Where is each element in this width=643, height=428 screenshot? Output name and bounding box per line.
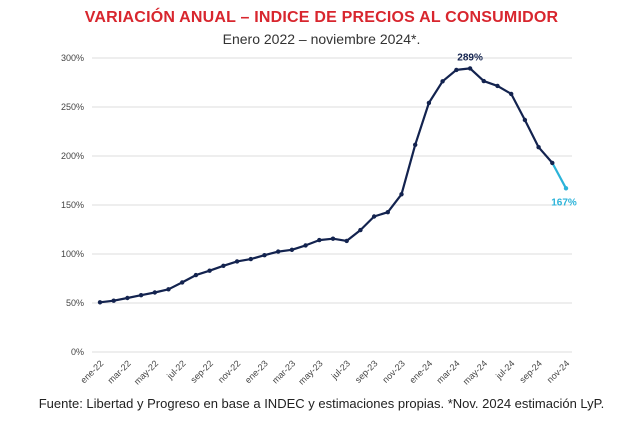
data-point [152,290,157,295]
data-point [454,67,459,73]
data-point [344,238,349,244]
x-tick-label: nov-23 [380,358,407,385]
data-point [550,160,555,166]
y-tick-label: 0% [71,347,84,357]
data-point [303,243,308,248]
x-tick-label: may-24 [461,358,489,386]
y-tick-label: 50% [66,298,84,308]
data-point [138,293,144,298]
data-point [385,210,390,215]
data-point [97,300,103,305]
series-ipc [97,66,569,305]
x-tick-label: sep-23 [353,358,380,385]
data-point [276,249,281,254]
x-tick-label: mar-22 [106,358,133,385]
y-tick-label: 100% [61,249,84,259]
x-tick-label: may-23 [296,358,324,386]
data-label: 289% [457,52,483,63]
y-axis: 0% 50% 100% 150% 200% 250% 300% [61,53,84,357]
x-axis: ene-22 mar-22 may-22 jul-22 sep-22 nov-22 ene-… [79,358,572,386]
data-label: 167% [551,197,577,208]
data-point [440,79,445,84]
x-tick-label: jul-22 [164,358,187,381]
x-tick-label: nov-22 [216,358,243,385]
series-line-estimate [551,162,567,189]
x-tick-label: jul-24 [493,358,516,381]
data-point [289,247,295,252]
data-point [426,100,432,106]
x-tick-label: mar-23 [270,358,297,385]
x-tick-label: ene-22 [79,358,106,385]
y-tick-label: 300% [61,53,84,63]
data-point [495,83,500,89]
data-point [125,295,130,301]
x-tick-label: nov-24 [545,358,572,385]
x-tick-label: mar-24 [435,358,462,385]
data-point [536,145,541,150]
data-point [248,256,253,262]
source-note: Fuente: Libertad y Progreso en base a IN… [38,396,605,411]
data-point [166,287,171,292]
y-tick-label: 250% [61,102,84,112]
x-tick-label: sep-24 [517,358,544,385]
data-point [262,253,267,258]
data-point [371,214,377,219]
x-tick-label: may-22 [132,358,160,386]
x-tick-label: sep-22 [189,358,216,385]
data-point [234,259,240,264]
data-point [563,186,569,191]
data-point [221,263,226,268]
data-point [111,298,116,303]
series-line [99,67,554,304]
data-point [509,91,514,97]
data-point [467,66,473,71]
data-point [399,192,404,197]
y-tick-label: 150% [61,200,84,210]
x-tick-label: ene-24 [407,358,434,385]
data-point [193,272,199,278]
data-point [180,280,185,285]
chart-subtitle: Enero 2022 – noviembre 2024*. [222,31,421,47]
data-point [522,117,528,123]
x-tick-label: ene-23 [243,358,270,385]
x-tick-label: jul-23 [329,358,352,381]
chart-title: VARIACIÓN ANUAL – INDICE DE PRECIOS AL C… [84,9,559,26]
data-point [481,78,486,84]
y-tick-label: 200% [61,151,84,161]
data-point [413,142,418,147]
data-point [358,227,363,233]
gridlines [92,57,572,353]
data-point [207,268,212,273]
data-point [330,236,336,241]
annotations: 289% 167% [457,52,577,208]
data-point [317,237,322,243]
